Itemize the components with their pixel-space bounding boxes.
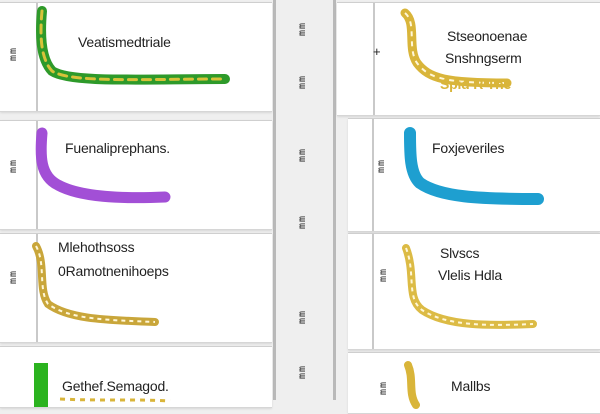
panel-axis [36, 234, 38, 342]
panel-axis [36, 121, 38, 229]
gutter-label-2: mm [297, 75, 308, 90]
left-divider [273, 0, 276, 400]
right-divider [333, 0, 336, 400]
panel-sub-label: Snshngserm [445, 50, 522, 66]
panel-card-5: mm Mlehothsoss 0Ramotnenihoeps [0, 233, 272, 343]
panel-extra-label: Spid R The [440, 76, 512, 92]
panel-label: Mlehothsoss [58, 239, 135, 255]
panel-axis [373, 3, 375, 115]
serpent-stroke-icon [400, 8, 512, 88]
serpent-stroke-icon [32, 242, 159, 326]
panel-card-1: mm Veatismedtriale [0, 2, 272, 112]
panel-label: Fuenaliprephans. [65, 140, 170, 156]
gutter-label-3: mm [297, 148, 308, 163]
panel-label: Foxjeveriles [432, 140, 505, 156]
panel-card-4: mm Foxjeveriles [348, 118, 600, 232]
panel-label: Mallbs [451, 378, 491, 394]
gutter-label-5: mm [297, 310, 308, 325]
panel-sub-label: Vlelis Hdla [438, 267, 502, 283]
serpent-stroke-icon [36, 6, 230, 85]
gutter-label-4: mm [297, 215, 308, 230]
panel-axis [372, 234, 374, 349]
panel-axis [372, 119, 374, 231]
panel-card-7: Gethef.Semagod. [0, 346, 272, 408]
panel-card-2: + Stseonoenae Snshngserm Spid R The [337, 2, 600, 116]
panel-card-8: mm Mallbs [348, 352, 600, 414]
panel-card-3: mm Fuenaliprephans. [0, 120, 272, 230]
panel-label: Slvscs [440, 245, 480, 261]
panel-label: Stseonoenae [447, 28, 528, 44]
gutter-label-6: mm [297, 365, 308, 380]
panel-side-text: + [373, 44, 381, 59]
panel-label: Veatismedtriale [78, 34, 171, 50]
panel-axis [36, 3, 38, 111]
panel-sub-label: 0Ramotnenihoeps [58, 263, 169, 279]
gutter-label-1: mm [297, 22, 308, 37]
panel-card-6: mm Slvscs Vlelis Hdla [348, 233, 600, 350]
serpent-stroke-icon [35, 127, 171, 204]
serpent-stroke-icon [402, 244, 537, 329]
panel-label: Gethef.Semagod. [62, 378, 169, 394]
serpent-stroke-icon [404, 127, 544, 205]
